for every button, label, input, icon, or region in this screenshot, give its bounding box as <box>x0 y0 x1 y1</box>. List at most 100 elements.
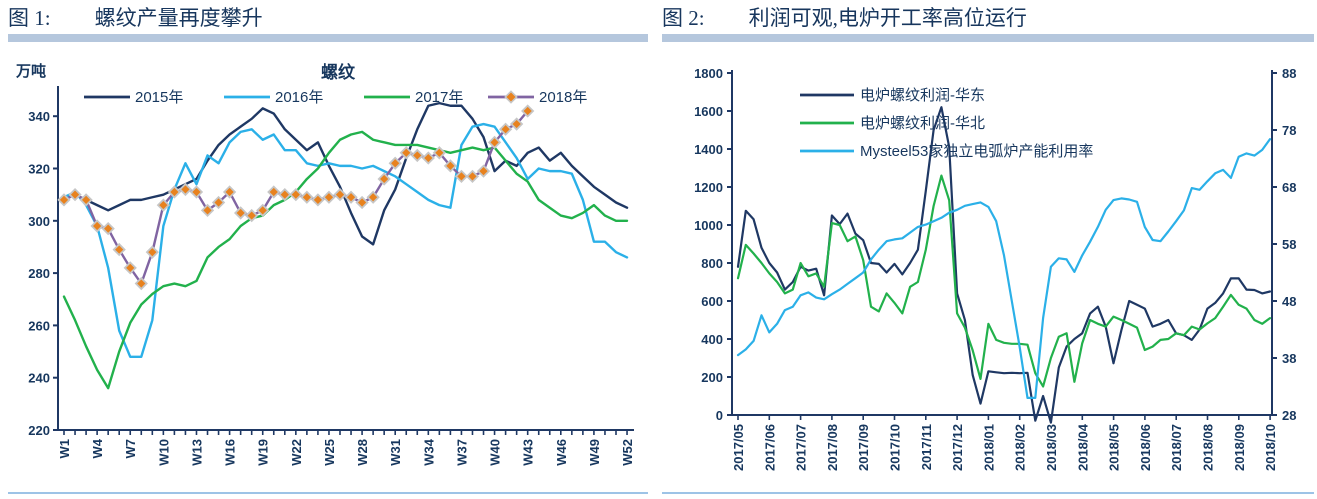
x-tick-label: W31 <box>388 439 403 466</box>
x-tick-label: W34 <box>421 438 436 466</box>
marker-diamond <box>487 135 502 149</box>
legend-item-Mysteel53家独立电弧炉产能利用率: Mysteel53家独立电弧炉产能利用率 <box>800 143 1093 160</box>
x-tick-label: W49 <box>587 439 602 466</box>
marker-diamond <box>134 276 148 291</box>
marker-diamond <box>112 242 126 257</box>
x-tick-label: 2018/07 <box>1169 424 1184 471</box>
figure-2: 图 2: 利润可观,电炉开工率高位运行 0 200 400 600 800 1000 1200… <box>662 4 1314 496</box>
y-tick-label: 240 <box>28 371 50 386</box>
marker-diamond <box>366 190 380 204</box>
marker-diamond <box>278 188 292 202</box>
marker-diamond <box>90 219 104 233</box>
legend-label: 2016年 <box>275 89 323 106</box>
figure-2-label: 图 2: <box>662 6 705 30</box>
legend-label: 电炉螺纹利润-华北 <box>860 115 985 132</box>
x-tick-label: W22 <box>289 439 304 466</box>
marker-diamond <box>454 169 469 183</box>
marker-diamond <box>233 206 248 220</box>
x-tick-label: 2018/05 <box>1107 424 1122 471</box>
left-y-tick-label: 1200 <box>694 180 723 195</box>
series-2017年 <box>62 130 629 390</box>
legend-item-2016年: 2016年 <box>224 89 323 106</box>
right-y-tick-label: 28 <box>1282 408 1296 423</box>
x-tick-label: 2018/08 <box>1201 424 1216 471</box>
y-tick-label: 300 <box>28 214 50 229</box>
marker-diamond <box>200 203 215 217</box>
marker-diamond <box>344 190 358 204</box>
figure-1-bottom-rule <box>8 492 648 494</box>
legend-label: 2018年 <box>539 89 587 106</box>
x-tick-label: W46 <box>554 439 569 466</box>
figure-2-title-text: 利润可观,电炉开工率高位运行 <box>748 6 1027 30</box>
marker-diamond <box>222 185 237 199</box>
figure-2-title: 图 2: 利润可观,电炉开工率高位运行 <box>662 4 1314 34</box>
marker-diamond <box>123 261 137 275</box>
marker-diamond <box>521 104 535 118</box>
chart-1-container: 220 240 260 280 300 320 340 W1 W4 W7 W10 W13 W16 W19 W… <box>8 42 648 495</box>
x-tick-label: W28 <box>355 439 370 466</box>
marker-diamond <box>211 195 226 210</box>
x-tick-label: 2018/04 <box>1075 423 1090 471</box>
x-tick-label: 2017/09 <box>856 424 871 471</box>
marker-diamond <box>509 117 524 131</box>
marker-diamond <box>476 164 491 178</box>
chart-1-inner-title: 螺纹 <box>321 62 356 82</box>
x-tick-label: W40 <box>488 439 503 466</box>
x-tick-label: 2017/12 <box>950 424 965 471</box>
x-tick-label: W19 <box>256 439 271 466</box>
x-tick-label: W43 <box>521 439 536 466</box>
marker-diamond <box>465 169 480 183</box>
chart-1-svg: 220 240 260 280 300 320 340 W1 W4 W7 W10 W13 W16 W19 W… <box>15 62 635 466</box>
y-tick-label: 320 <box>28 162 50 177</box>
x-tick-label: 2017/05 <box>731 424 746 471</box>
x-tick-label: W10 <box>156 439 171 466</box>
left-y-tick-label: 1600 <box>694 104 723 119</box>
right-y-tick-label: 58 <box>1282 237 1296 252</box>
marker-diamond <box>355 195 369 210</box>
figure-1-title: 图 1: 螺纹产量再度攀升 <box>8 4 648 34</box>
figure-1-label: 图 1: <box>8 6 51 30</box>
series-Mysteel53家独立电弧炉产能利用率 <box>736 137 1272 399</box>
series-2016年 <box>62 122 629 358</box>
y-tick-label: 260 <box>28 318 50 333</box>
left-y-tick-label: 0 <box>716 408 723 423</box>
legend-label: 2017年 <box>415 89 463 106</box>
right-y-tick-label: 38 <box>1282 351 1296 366</box>
marker-diamond <box>267 185 281 199</box>
y-tick-label: 340 <box>28 109 50 124</box>
left-y-tick-label: 200 <box>701 370 723 385</box>
marker-diamond <box>101 221 115 236</box>
x-tick-label: 2018/06 <box>1138 424 1153 471</box>
marker-diamond <box>377 172 391 186</box>
series-2015年 <box>62 101 629 246</box>
x-tick-label: W4 <box>90 438 105 458</box>
figure-2-title-bar <box>662 34 1314 42</box>
legend-label: 电炉螺纹利润-华东 <box>860 87 985 104</box>
marker-diamond <box>333 188 347 202</box>
x-tick-label: 2018/09 <box>1232 424 1247 471</box>
x-tick-label: 2018/03 <box>1044 424 1059 471</box>
marker-diamond <box>399 146 413 160</box>
x-tick-label: 2017/10 <box>888 424 903 471</box>
marker-diamond <box>178 182 193 197</box>
marker-diamond <box>322 190 336 204</box>
left-y-tick-label: 600 <box>701 294 723 309</box>
x-tick-label: W52 <box>620 439 635 466</box>
legend-item-电炉螺纹利润-华北: 电炉螺纹利润-华北 <box>800 115 985 132</box>
x-tick-label: 2017/11 <box>919 424 934 470</box>
left-y-tick-label: 1400 <box>694 142 723 157</box>
legend-item-2017年: 2017年 <box>364 89 463 106</box>
x-tick-label: 2018/02 <box>1013 424 1028 471</box>
legend-item-2015年: 2015年 <box>84 89 183 106</box>
right-y-tick-label: 78 <box>1282 123 1296 138</box>
y-unit-label: 万吨 <box>15 62 46 80</box>
x-tick-label: W7 <box>123 439 138 459</box>
right-y-tick-label: 88 <box>1282 66 1296 81</box>
x-tick-label: 2017/06 <box>762 424 777 471</box>
left-y-tick-label: 1800 <box>694 66 723 81</box>
x-tick-label: W16 <box>223 439 238 466</box>
marker-diamond <box>388 156 402 170</box>
figure-2-bottom-rule <box>662 492 1314 494</box>
y-tick-label: 280 <box>28 266 50 281</box>
